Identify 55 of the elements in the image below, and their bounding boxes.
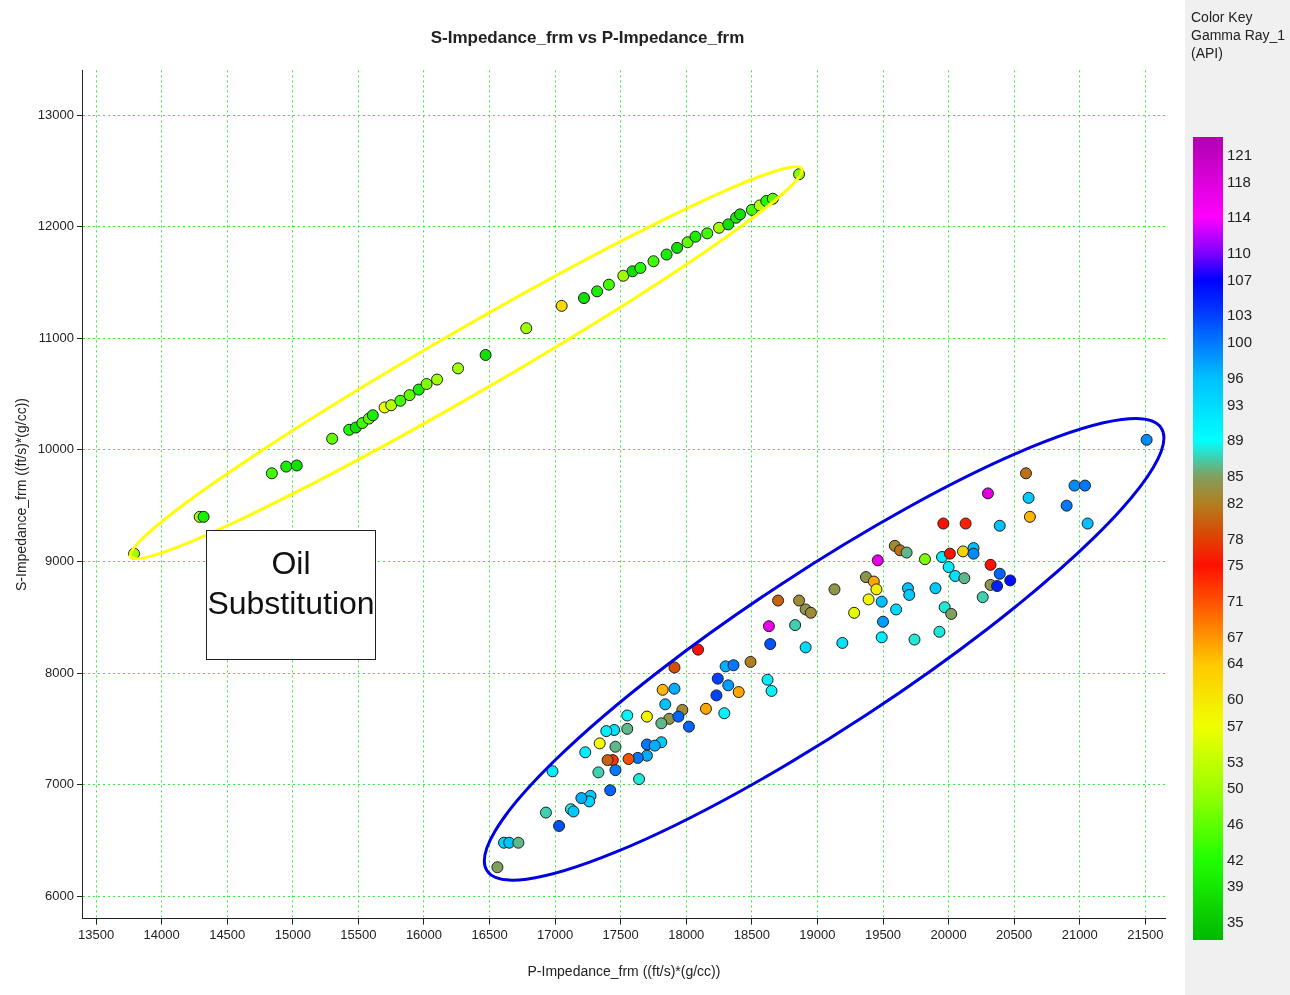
color-bar-label: 57 [1227,716,1244,735]
x-tick-label: 15500 [340,926,377,942]
x-tick-label: 21500 [1127,926,1164,942]
color-bar-label: 46 [1227,815,1244,833]
x-tick-label: 14500 [209,926,246,942]
x-tick-label: 21000 [1061,926,1098,942]
color-bar-label: 35 [1227,913,1244,932]
y-tick-label: 11000 [38,329,74,345]
x-tick-label: 18500 [733,926,770,942]
color-bar-label: 85 [1227,467,1244,486]
x-tick-label: 16000 [405,926,443,942]
color-bar-label: 114 [1227,208,1251,227]
color-bar-label: 100 [1227,333,1253,352]
color-bar-label: 75 [1227,556,1244,575]
color-bar-label: 118 [1227,172,1251,191]
x-tick-label: 20500 [996,926,1033,942]
x-axis-title: P-Impedance_frm ((ft/s)*(g/cc)) [527,963,721,980]
color-bar-label: 60 [1227,690,1244,709]
x-tick-label: 19500 [864,926,902,942]
color-bar-label: 53 [1227,752,1244,771]
color-bar-title: Color Key Gamma Ray_1 (API) [1191,8,1287,62]
x-tick-label: 13500 [77,926,115,942]
y-tick-label: 12000 [37,218,74,234]
color-bar-label: 96 [1227,368,1244,387]
color-bar-label: 107 [1227,270,1253,289]
y-tick-label: 7000 [45,776,74,792]
y-tick-label: 10000 [37,441,74,457]
y-tick-label: 8000 [45,664,74,680]
color-bar-label: 93 [1227,395,1244,414]
x-tick-label: 17000 [537,926,574,942]
y-axis-title: S-Impedance_frm ((ft/s)*(g/cc)) [13,398,30,591]
x-tick-label: 17500 [602,926,639,942]
color-bar-label: 67 [1227,627,1244,646]
color-bar-label: 121 [1227,145,1253,164]
x-tick-label: 15000 [274,926,311,942]
color-bar-label: 50 [1227,779,1244,798]
x-tick-label: 16500 [471,926,508,942]
color-bar-label: 82 [1227,493,1244,512]
color-bar-label: 42 [1227,850,1244,869]
color-bar-label: 39 [1227,877,1244,896]
x-tick-label: 20000 [930,926,967,942]
color-bar-label: 64 [1227,654,1244,673]
y-tick-label: 13000 [37,106,74,122]
annotation: Oil Substitution [206,530,376,660]
y-tick-label: 6000 [45,887,74,903]
chart-title: S-Impedance_frm vs P-Impedance_frm [430,27,745,47]
color-bar-label: 103 [1227,306,1253,325]
x-tick-label: 18000 [668,926,705,942]
y-tick-label: 9000 [45,553,74,569]
color-bar-label: 110 [1227,243,1251,262]
color-bar-label: 78 [1227,529,1244,548]
color-bar-label: 71 [1227,591,1244,610]
x-tick-label: 14000 [143,926,180,942]
color-bar-label: 89 [1227,431,1244,450]
x-tick-label: 19000 [799,926,836,942]
